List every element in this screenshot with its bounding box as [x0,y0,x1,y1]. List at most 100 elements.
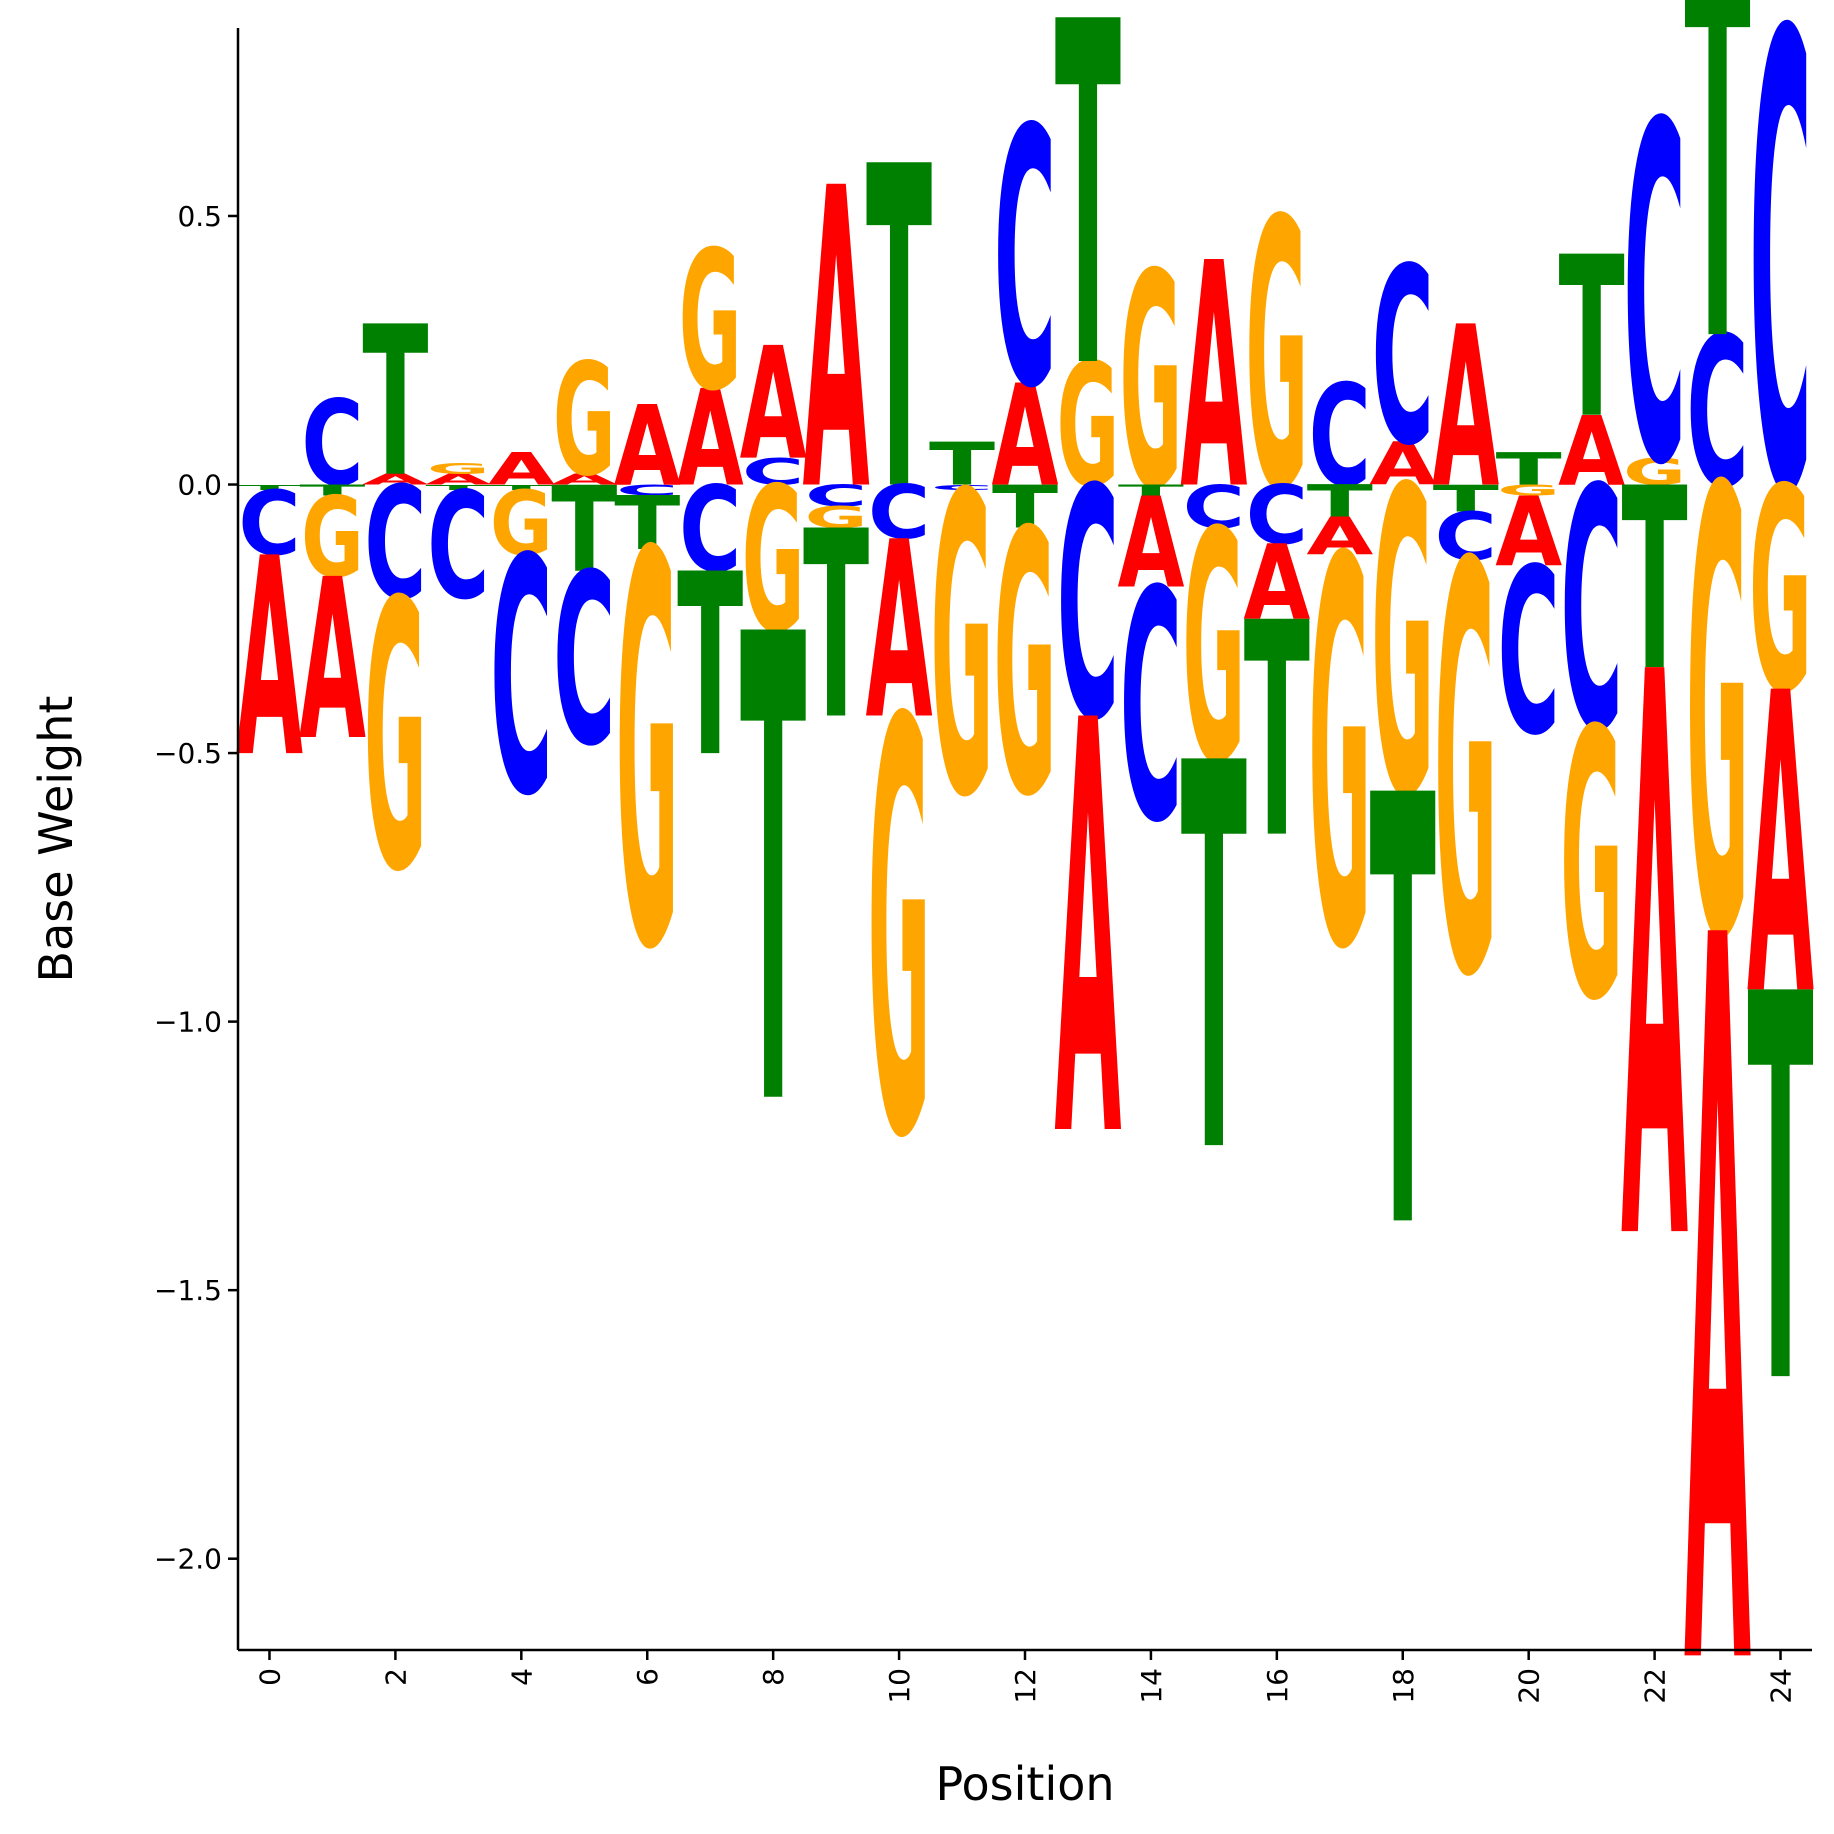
logo-letter-C: C [805,479,867,513]
logo-letter-A: A [992,356,1059,518]
logo-letter-A: A [1495,476,1562,588]
logo-letter-C: C [553,524,615,798]
x-tick-label: 6 [631,1668,664,1686]
logo-letter-A: A [1621,513,1689,1414]
y-axis-title: Base Weight [29,696,83,983]
logo-letter-T: T [740,504,807,1249]
y-tick-label: −2.0 [154,1543,222,1576]
logo-letter-G: G [1497,482,1560,499]
logo-letter-C: C [1309,356,1371,518]
x-ticks: 0 2 4 6 8 10 12 14 16 18 20 22 24 [253,1650,1798,1704]
y-tick-label: −1.0 [154,1006,222,1039]
logo-letter-T: T [866,76,933,590]
logo-letter-G: G [1434,449,1497,1101]
logo-letter-A: A [551,471,618,488]
logo-letter-A: A [677,363,744,517]
logo-letter-G: G [553,330,616,510]
logo-letter-A: A [1243,525,1310,644]
logo-letter-T: T [362,283,428,524]
y-tick-label: −0.5 [154,737,222,770]
logo-letter-A: A [866,492,933,774]
logo-letter-A: A [488,444,555,495]
x-tick-label: 16 [1261,1668,1294,1704]
x-axis-title: Position [935,1757,1114,1811]
logo-letter-T: T [1496,443,1562,495]
logo-letter-T: T [803,476,869,777]
y-tick-label: 0.0 [177,469,222,502]
logo-letter-A: A [1558,395,1625,507]
logo-letter-C: C [742,451,804,494]
logo-letter-C: C [427,461,489,633]
logo-letter-T: T [1244,560,1310,904]
logo-letter-A: A [1369,430,1436,498]
logo-letter-T: T [236,483,302,492]
logo-letter-G: G [805,500,868,535]
y-tick-label: 0.5 [177,200,222,233]
logo-letter-C: C [1749,0,1811,633]
logo-letter-A: A [362,471,429,488]
logo-letter-G: G [1120,211,1183,555]
logo-letter-T: T [929,430,995,498]
logo-letter-C: C [868,470,930,556]
logo-letter-T: T [1559,211,1625,467]
logo-letter-A: A [1117,471,1184,616]
logo-letter-A: A [614,383,681,511]
logo-letter-A: A [299,532,366,790]
logo-letter-C: C [931,483,993,492]
y-tick-label: −1.5 [154,1274,222,1307]
logo-letter-T: T [551,462,617,599]
logo-letter-A: A [740,314,807,494]
logo-letter-C: C [1686,295,1748,534]
logo-letter-G: G [994,456,1057,877]
logo-letter-T: T [677,521,743,813]
logo-letter-C: C [1561,419,1623,805]
logo-letter-G: G [1560,653,1623,1082]
logo-letter-G: G [679,212,742,434]
logo-letter-A: A [1054,602,1122,1263]
y-ticks: 0.5 0.0 −0.5 −1.0 −1.5 −2.0 [154,200,238,1576]
logo-letter-T: T [1685,0,1752,458]
logo-letter-A: A [1306,507,1373,567]
logo-letter-G: G [427,460,490,477]
x-tick-label: 14 [1135,1668,1168,1704]
logo-letter-G: G [1623,451,1686,494]
logo-letter-G: G [301,475,364,603]
logo-letter-A: A [1747,607,1815,1087]
logo-letter-A: A [1684,734,1752,1834]
logo-letter-G: G [1308,450,1371,1067]
logo-letter-A: A [425,471,492,488]
logo-letter-A: A [236,500,303,818]
logo-letter-G: G [616,441,679,1068]
logo-letter-T: T [1055,0,1122,473]
logo-letter-G: G [1371,402,1434,890]
x-tick-label: 20 [1513,1668,1546,1704]
logo-letter-C: C [1435,498,1497,576]
logo-letter-C: C [1246,468,1308,563]
logo-letters: TCACTGAATCGAGTCATGCAGTCACTGAGCTCAGTACGTT… [236,0,1815,1834]
x-tick-label: 0 [253,1668,286,1686]
logo-letter-C: C [1623,26,1685,567]
logo-letter-G: G [1749,431,1812,756]
logo-letter-G: G [1686,363,1749,1074]
x-tick-label: 10 [883,1668,916,1704]
logo-letter-A: A [1180,197,1247,558]
logo-letter-T: T [1747,884,1814,1502]
logo-letter-C: C [1120,524,1182,893]
logo-letter-G: G [1183,466,1246,834]
logo-letter-C: C [364,455,426,635]
logo-letter-C: C [490,490,552,868]
logo-letter-T: T [1181,653,1248,1271]
logo-letter-G: G [1246,142,1309,571]
logo-letter-A: A [803,103,871,583]
logo-letter-T: T [1118,482,1184,499]
logo-letter-T: T [299,482,365,499]
x-tick-label: 18 [1387,1668,1420,1704]
logo-letter-G: G [364,524,427,953]
logo-letter-C: C [994,54,1056,467]
logo-letter-T: T [1307,476,1373,528]
logo-letter-T: T [1370,673,1437,1360]
logo-letter-T: T [1433,478,1499,521]
logo-letter-A: A [1432,279,1499,537]
logo-letter-C: C [1498,519,1560,785]
